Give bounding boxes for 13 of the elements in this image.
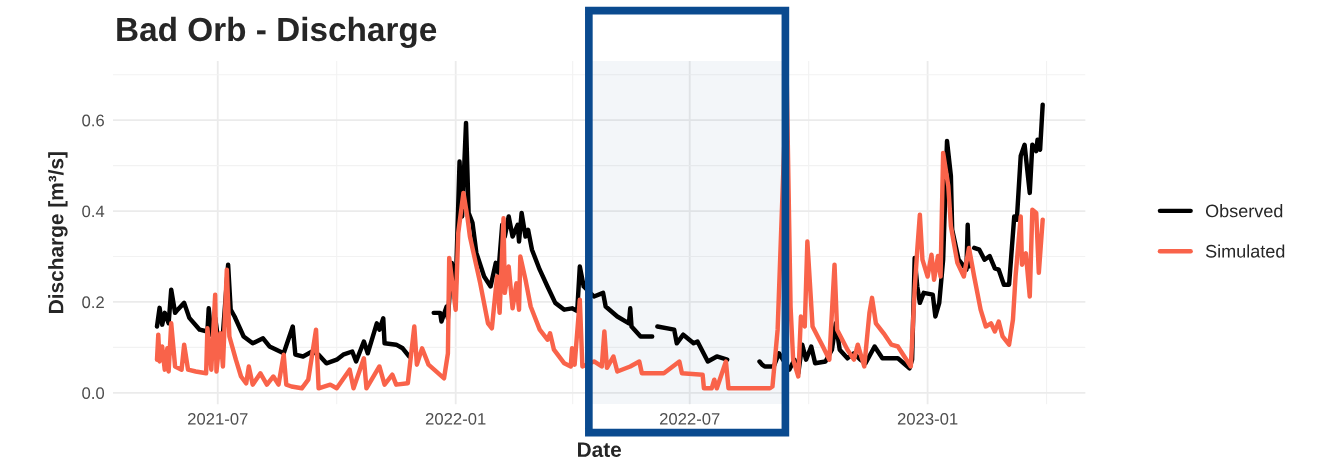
legend-label: Simulated	[1205, 244, 1285, 258]
y-tick-label: 0.6	[82, 114, 104, 127]
y-axis-title: Discharge [m³/s]	[48, 152, 68, 313]
x-axis-title: Date	[578, 442, 622, 458]
x-tick-label: 2023-01	[897, 412, 958, 425]
y-tick-label: 0.0	[82, 387, 105, 400]
x-tick-label: 2021-07	[188, 412, 248, 425]
y-tick-label: 0.2	[82, 296, 104, 309]
legend-label: Observed	[1205, 204, 1283, 218]
x-tick-label: 2022-07	[659, 412, 720, 425]
chart-title: Bad Orb - Discharge	[117, 16, 437, 49]
x-tick-label: 2022-01	[425, 412, 486, 425]
y-tick-label: 0.4	[82, 205, 105, 218]
